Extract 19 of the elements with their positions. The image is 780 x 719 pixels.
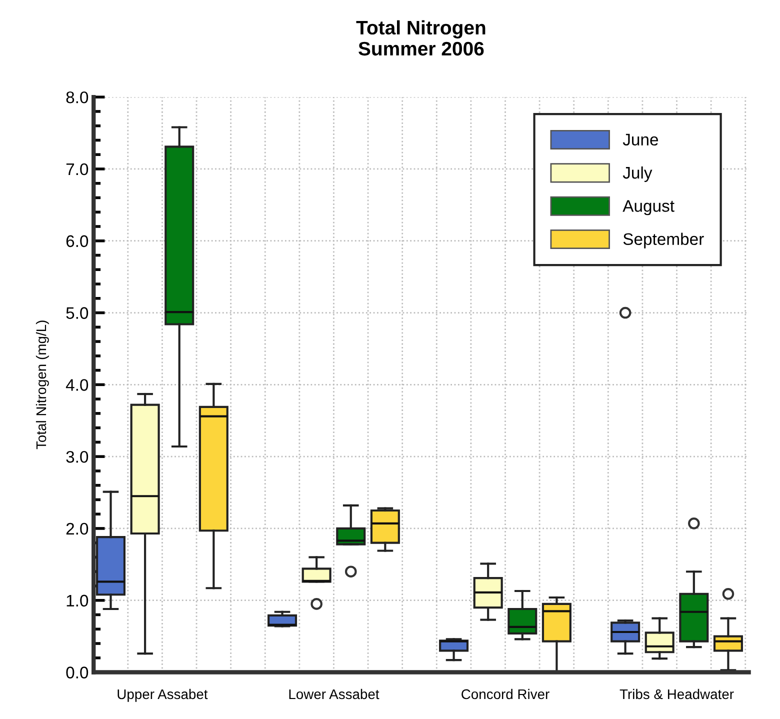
y-tick-label: 3.0 — [66, 450, 88, 463]
y-axis-title: Total Nitrogen (mg/L) — [36, 320, 49, 450]
y-tick-label: 8.0 — [66, 91, 88, 104]
y-tick-label: 6.0 — [66, 235, 88, 248]
chart-title: Total Nitrogen Summer 2006 — [356, 20, 486, 56]
x-tick-label: Upper Assabet — [118, 688, 208, 702]
x-tick-label: Concord River — [462, 688, 550, 700]
legend-label: September — [623, 232, 704, 248]
y-tick-label: 1.0 — [66, 594, 88, 607]
y-tick-label: 2.0 — [66, 522, 88, 535]
legend-label: August — [622, 200, 674, 216]
y-tick-label: 0.0 — [66, 666, 88, 678]
y-tick-label: 4.0 — [66, 379, 88, 391]
legend-label: July — [622, 166, 652, 182]
y-tick-label: 5.0 — [66, 307, 88, 319]
x-tick-label: Tribs & Headwater — [620, 688, 734, 700]
x-tick-label: Lower Assabet — [289, 688, 380, 700]
legend-label: June — [622, 134, 658, 146]
y-tick-label: 7.0 — [66, 163, 88, 176]
